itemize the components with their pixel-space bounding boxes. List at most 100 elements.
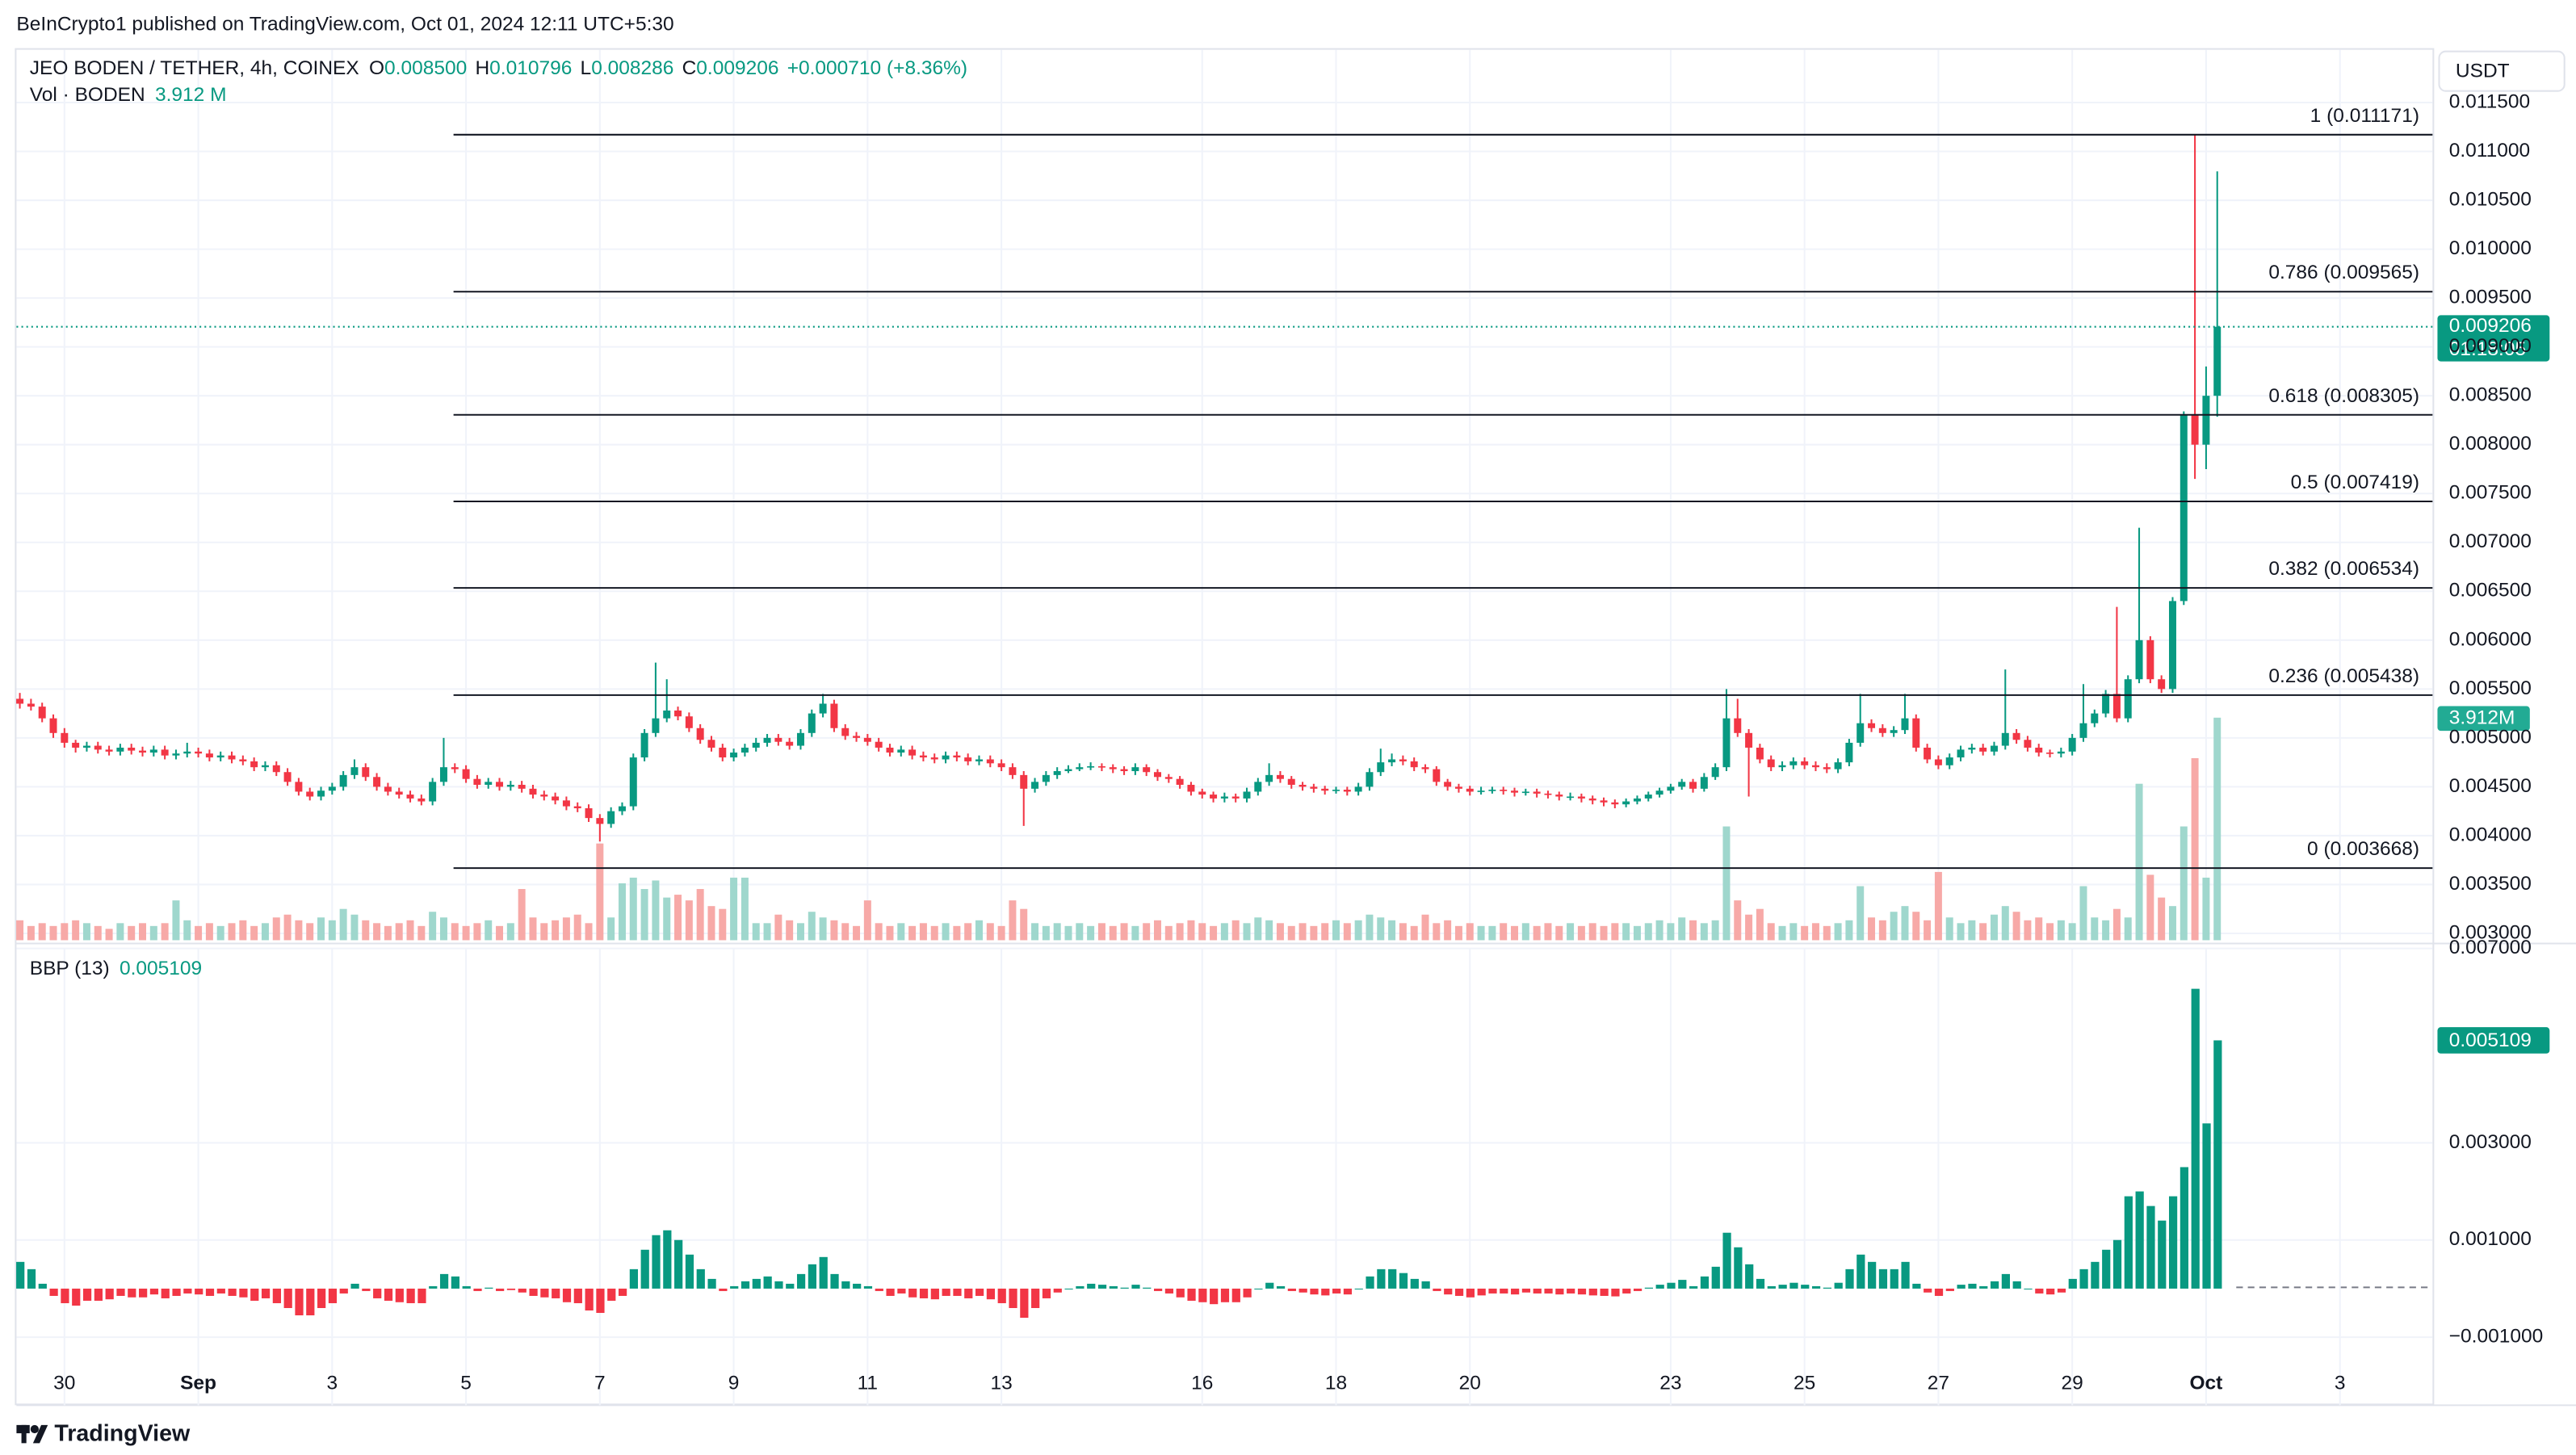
candle-body bbox=[1901, 718, 1909, 731]
bbp-bar bbox=[1053, 1288, 1062, 1293]
candle-body bbox=[1366, 772, 1374, 787]
volume-bar bbox=[997, 925, 1005, 941]
candle-body bbox=[1655, 790, 1663, 795]
volume-bar bbox=[886, 925, 894, 941]
bbp-bar bbox=[429, 1285, 438, 1289]
bbp-bar bbox=[1087, 1283, 1096, 1289]
volume-bar bbox=[417, 925, 426, 941]
bbp-bar bbox=[1154, 1288, 1163, 1291]
candle-body bbox=[1667, 786, 1675, 791]
candle-body bbox=[730, 753, 738, 758]
bbp-bar bbox=[1511, 1288, 1520, 1295]
candle-body bbox=[462, 769, 470, 779]
bbp-bar bbox=[774, 1281, 783, 1289]
bbp-bar bbox=[451, 1276, 459, 1289]
candle-body bbox=[640, 732, 648, 758]
bbp-bar bbox=[1466, 1288, 1475, 1298]
volume-bar bbox=[1009, 900, 1017, 941]
bbp-bar bbox=[942, 1288, 950, 1296]
candle-body bbox=[1622, 801, 1630, 805]
bbp-bar bbox=[1544, 1288, 1553, 1294]
bbp-bar bbox=[2146, 1206, 2155, 1289]
bbp-bar bbox=[796, 1273, 806, 1289]
bbp-bar bbox=[1644, 1287, 1653, 1289]
candle-body bbox=[1678, 782, 1686, 787]
volume-bar bbox=[317, 917, 325, 941]
volume-bar bbox=[1811, 923, 1819, 941]
bbp-bar bbox=[1756, 1278, 1765, 1289]
volume-bar bbox=[1544, 923, 1552, 941]
y-tick-label: 0.011500 bbox=[2449, 90, 2530, 112]
candle-body bbox=[1454, 786, 1462, 789]
volume-bar bbox=[1834, 923, 1842, 941]
candle-body bbox=[763, 737, 771, 743]
currency-button[interactable] bbox=[2438, 50, 2566, 92]
volume-bar bbox=[964, 923, 972, 941]
volume-bar bbox=[1856, 886, 1865, 941]
volume-bar bbox=[652, 880, 660, 941]
bbp-bar bbox=[395, 1288, 404, 1302]
candle-body bbox=[172, 753, 180, 756]
volume-bar bbox=[1577, 925, 1585, 941]
fib-level-label: 1 (0.011171) bbox=[2310, 105, 2419, 127]
volume-title: Vol · BODEN bbox=[30, 84, 145, 106]
candle-body bbox=[2091, 713, 2099, 723]
candle-body bbox=[685, 716, 693, 728]
bbp-bar bbox=[139, 1288, 148, 1298]
volume-bar bbox=[774, 914, 782, 941]
bbp-bar bbox=[362, 1288, 371, 1291]
bbp-bar bbox=[1310, 1288, 1319, 1295]
volume-bar bbox=[518, 889, 526, 941]
volume-bar bbox=[596, 843, 604, 941]
x-tick-label: 16 bbox=[1191, 1372, 1213, 1394]
candle-body bbox=[1577, 796, 1585, 799]
candle-body bbox=[1176, 778, 1184, 785]
bbp-bar bbox=[1009, 1288, 1017, 1309]
candle-body bbox=[317, 790, 325, 797]
y-tick-label: 0.009500 bbox=[2449, 287, 2532, 308]
bbp-bar bbox=[82, 1288, 92, 1301]
candle-body bbox=[841, 728, 850, 736]
bbp-bar bbox=[1823, 1287, 1831, 1289]
bbp-bar bbox=[16, 1261, 25, 1289]
bbp-bar bbox=[1622, 1288, 1631, 1294]
volume-bar bbox=[1143, 923, 1151, 941]
candle-body bbox=[1477, 790, 1485, 792]
volume-bar bbox=[2057, 920, 2065, 941]
volume-bar bbox=[808, 912, 816, 941]
volume-bar bbox=[953, 925, 961, 941]
bbp-bar bbox=[875, 1288, 883, 1291]
bbp-bar bbox=[272, 1288, 281, 1303]
bbp-bar bbox=[1856, 1254, 1865, 1289]
volume-bar bbox=[1131, 925, 1139, 941]
bbp-bar bbox=[1868, 1261, 1877, 1289]
bbp-bar bbox=[1187, 1288, 1196, 1301]
bbp-bar bbox=[261, 1288, 271, 1298]
volume-bar bbox=[663, 897, 671, 941]
volume-bar bbox=[1164, 925, 1173, 941]
volume-bar bbox=[2079, 886, 2087, 941]
candle-body bbox=[38, 707, 46, 719]
candle-body bbox=[1042, 774, 1050, 782]
volume-bar bbox=[1231, 920, 1240, 941]
y-tick-label: 0.007000 bbox=[2449, 530, 2532, 552]
bbp-tag-label: 0.005109 bbox=[2449, 1029, 2532, 1051]
bbp-bar bbox=[607, 1288, 616, 1301]
bbp-bar bbox=[72, 1288, 81, 1306]
candle-body bbox=[1500, 790, 1508, 791]
candle-body bbox=[1756, 747, 1764, 760]
bbp-bar bbox=[1667, 1282, 1676, 1289]
candle-body bbox=[1198, 791, 1206, 795]
bbp-bar bbox=[786, 1283, 795, 1289]
candle-body bbox=[618, 806, 626, 811]
currency-label[interactable]: USDT bbox=[2456, 61, 2510, 82]
candle-body bbox=[596, 818, 604, 824]
volume-bar bbox=[618, 883, 626, 941]
bbp-bar bbox=[1655, 1285, 1664, 1289]
volume-bar bbox=[1655, 920, 1663, 941]
bbp-bar bbox=[1500, 1288, 1508, 1294]
candle-body bbox=[2124, 679, 2132, 719]
candle-body bbox=[1644, 795, 1652, 799]
candle-body bbox=[2035, 747, 2043, 753]
